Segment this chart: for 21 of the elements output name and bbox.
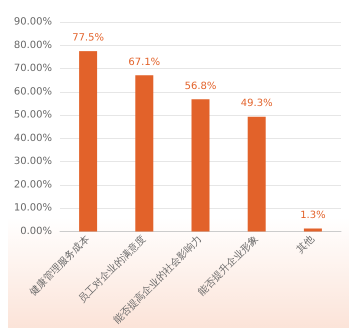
x-tick-label: 其他 [294, 232, 317, 256]
data-label: 56.8% [184, 80, 216, 92]
y-tick-label: 20.00% [14, 179, 52, 190]
y-tick-label: 10.00% [14, 202, 52, 214]
y-tick-label: 0.00% [20, 226, 52, 237]
bar [135, 75, 154, 232]
data-label: 1.3% [300, 210, 326, 221]
y-tick-label: 30.00% [14, 156, 52, 168]
y-tick-label: 90.00% [14, 16, 52, 28]
data-label: 77.5% [72, 32, 104, 44]
y-tick-label: 60.00% [14, 86, 52, 98]
bar [79, 51, 98, 232]
bar [304, 228, 322, 232]
y-tick-label: 70.00% [14, 63, 52, 74]
bar [192, 99, 210, 232]
y-tick-label: 50.00% [14, 110, 52, 121]
data-label: 67.1% [128, 56, 160, 68]
y-tick-label: 40.00% [14, 132, 52, 144]
y-tick-label: 80.00% [14, 40, 52, 51]
data-label: 49.3% [240, 98, 273, 110]
bar [248, 116, 266, 232]
